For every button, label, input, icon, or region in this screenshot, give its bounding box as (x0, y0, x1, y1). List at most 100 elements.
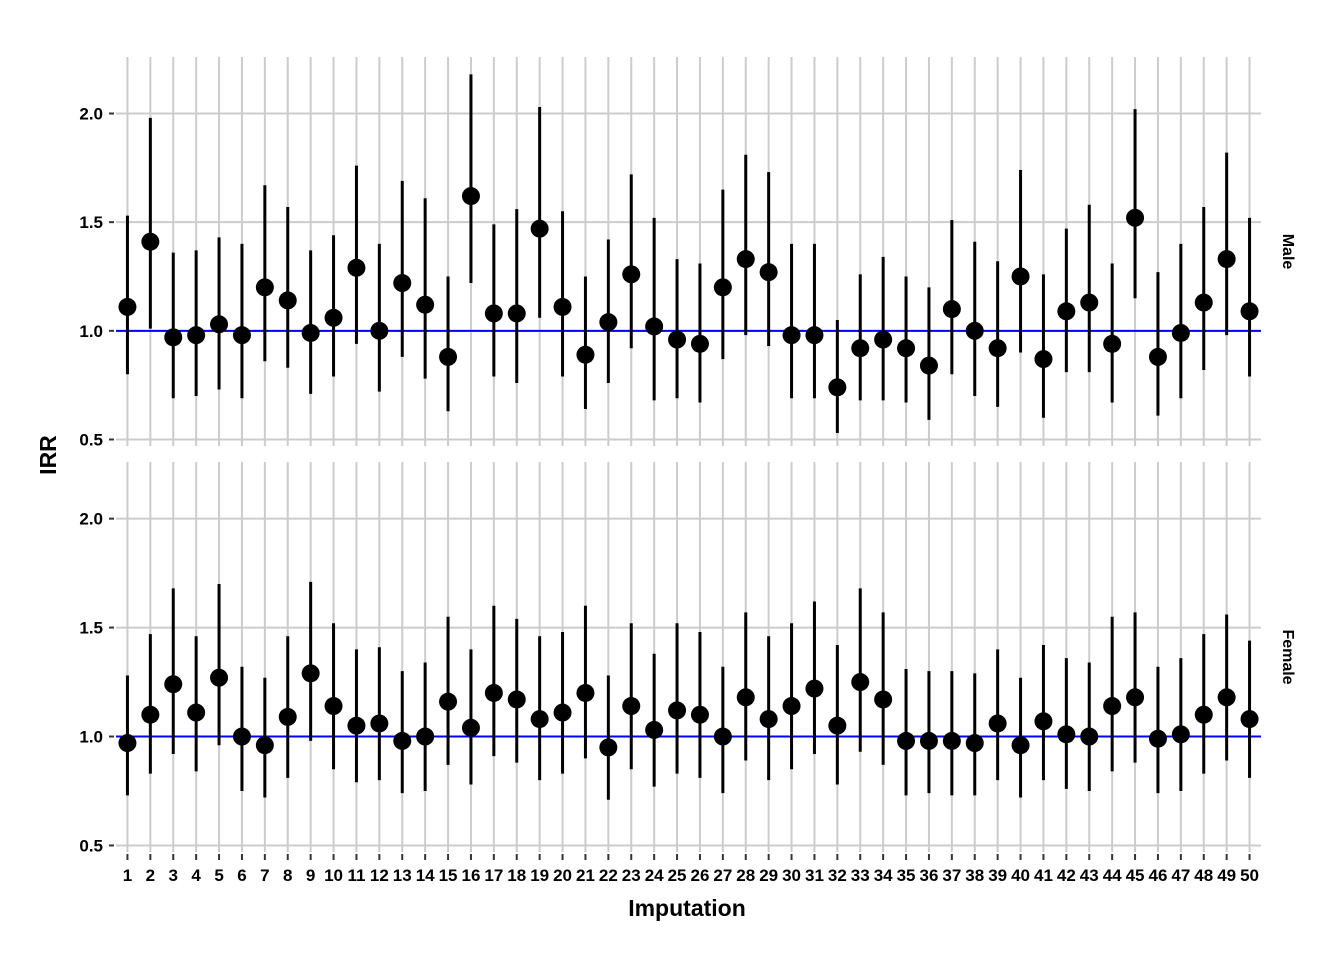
estimate-point (1126, 688, 1145, 707)
estimate-point (942, 731, 961, 750)
x-tick-label: 47 (1171, 866, 1190, 885)
estimate-point (1057, 725, 1076, 744)
estimate-point (576, 683, 595, 702)
x-tick-label: 21 (576, 866, 595, 885)
estimate-point (1240, 710, 1259, 729)
estimate-point (1011, 736, 1030, 755)
estimate-point (897, 731, 916, 750)
estimate-point (942, 300, 961, 319)
x-tick-label: 16 (461, 866, 480, 885)
estimate-point (1080, 727, 1099, 746)
estimate-point (828, 378, 847, 397)
estimate-point (118, 734, 137, 753)
estimate-point (1034, 350, 1053, 369)
estimate-point (713, 278, 732, 297)
x-tick-label: 1 (123, 866, 132, 885)
estimate-point (1194, 293, 1213, 312)
y-tick-label: 1.5 (79, 619, 103, 638)
x-tick-label: 6 (237, 866, 246, 885)
x-tick-label: 30 (782, 866, 801, 885)
estimate-point (461, 718, 480, 737)
estimate-point (988, 339, 1007, 358)
estimate-point (965, 321, 984, 340)
estimate-point (1171, 725, 1190, 744)
estimate-point (965, 734, 984, 753)
estimate-point (576, 345, 595, 364)
x-tick-label: 9 (306, 866, 315, 885)
x-tick-label: 15 (439, 866, 458, 885)
estimate-point (1148, 347, 1167, 366)
estimate-point (805, 679, 824, 698)
estimate-point (530, 710, 549, 729)
x-tick-label: 49 (1217, 866, 1236, 885)
x-tick-label: 3 (169, 866, 178, 885)
facet-strip-label: Female (1279, 629, 1296, 684)
x-tick-label: 4 (191, 866, 201, 885)
estimate-point (484, 304, 503, 323)
estimate-point (210, 668, 229, 687)
estimate-point (187, 326, 206, 345)
x-tick-label: 11 (347, 866, 365, 885)
estimate-point (782, 697, 801, 716)
estimate-point (416, 727, 435, 746)
x-tick-label: 42 (1057, 866, 1076, 885)
estimate-point (1034, 712, 1053, 731)
x-tick-label: 37 (942, 866, 961, 885)
estimate-point (645, 720, 664, 739)
estimate-point (439, 692, 458, 711)
x-tick-label: 39 (988, 866, 1007, 885)
estimate-point (1194, 705, 1213, 724)
y-tick-label: 0.5 (79, 430, 103, 449)
estimate-point (622, 697, 641, 716)
estimate-point (759, 710, 778, 729)
estimate-point (164, 328, 183, 347)
estimate-point (393, 274, 412, 293)
estimate-point (668, 330, 687, 349)
estimate-point (1148, 729, 1167, 748)
x-tick-label: 29 (759, 866, 778, 885)
estimate-point (370, 714, 389, 733)
estimate-point (210, 315, 229, 334)
x-axis-title: Imputation (628, 895, 746, 921)
x-tick-label: 5 (214, 866, 223, 885)
x-tick-label: 14 (416, 866, 435, 885)
y-tick-label: 1.0 (79, 322, 103, 341)
x-tick-label: 46 (1148, 866, 1167, 885)
x-tick-label: 43 (1080, 866, 1099, 885)
estimate-point (347, 258, 366, 277)
x-tick-label: 40 (1011, 866, 1030, 885)
x-tick-label: 24 (645, 866, 664, 885)
x-tick-label: 48 (1194, 866, 1213, 885)
estimate-point (690, 334, 709, 353)
estimate-point (1103, 697, 1122, 716)
x-tick-label: 31 (805, 866, 824, 885)
x-tick-label: 33 (851, 866, 870, 885)
y-tick-label: 1.0 (79, 728, 103, 747)
x-tick-label: 32 (828, 866, 847, 885)
estimate-point (1240, 302, 1259, 321)
x-tick-label: 20 (553, 866, 572, 885)
x-tick-label: 27 (713, 866, 732, 885)
estimate-point (805, 326, 824, 345)
x-tick-label: 28 (736, 866, 755, 885)
x-tick-label: 7 (260, 866, 269, 885)
x-tick-label: 17 (484, 866, 503, 885)
estimate-point (255, 278, 274, 297)
x-tick-label: 45 (1126, 866, 1145, 885)
x-tick-label: 22 (599, 866, 618, 885)
estimate-point (461, 187, 480, 206)
estimate-point (1080, 293, 1099, 312)
estimate-point (851, 339, 870, 358)
estimate-point (668, 701, 687, 720)
estimate-point (1057, 302, 1076, 321)
estimate-point (897, 339, 916, 358)
estimate-point (278, 291, 297, 310)
x-tick-label: 38 (965, 866, 984, 885)
estimate-point (347, 716, 366, 735)
estimate-point (439, 347, 458, 366)
estimate-point (622, 265, 641, 284)
estimate-point (1217, 688, 1236, 707)
estimate-point (988, 714, 1007, 733)
